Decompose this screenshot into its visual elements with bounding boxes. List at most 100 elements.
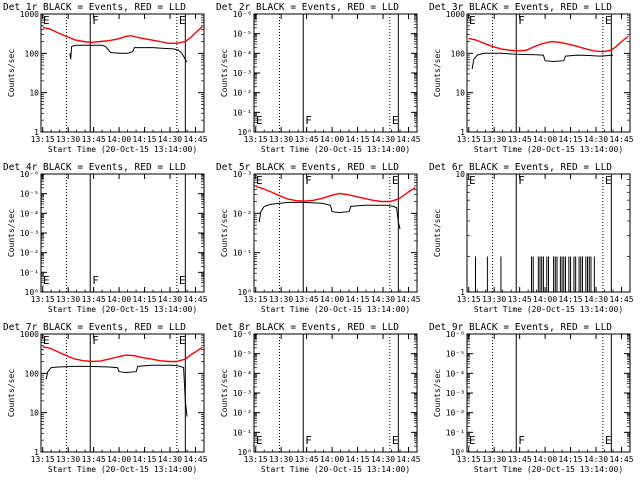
x-tick-label: 14:30 bbox=[158, 295, 182, 304]
chart-panel-3: Det 3r BLACK = Events, RED = LLD 13:15 13:… bbox=[429, 2, 634, 154]
x-tick-label: 14:00 bbox=[320, 135, 344, 144]
x-tick-label: 13:15 bbox=[457, 135, 481, 144]
x-tick-label: 13:45 bbox=[295, 135, 319, 144]
x-tick-label: 14:00 bbox=[533, 455, 557, 464]
marker-label-e: E bbox=[256, 114, 263, 127]
y-tick-label: 10⁰ bbox=[238, 128, 252, 137]
x-tick-label: 14:00 bbox=[320, 455, 344, 464]
chart-title: Det 2r BLACK = Events, RED = LLD bbox=[216, 2, 399, 13]
chart-panel-4: Det 4r BLACK = Events, RED = LLD 13:15 13:… bbox=[3, 162, 208, 314]
x-tick-label: 14:45 bbox=[609, 135, 633, 144]
chart-panel-1: Det 1r BLACK = Events, RED = LLD 13:15 13:… bbox=[3, 2, 208, 154]
y-tick-label: 10⁻⁴ bbox=[20, 209, 39, 218]
marker-label-f: F bbox=[518, 14, 525, 27]
x-tick-label: 14:30 bbox=[584, 295, 608, 304]
x-tick-label: 14:15 bbox=[559, 135, 583, 144]
y-tick-label: 10 bbox=[29, 89, 39, 98]
y-tick-label: 10⁻¹ bbox=[233, 428, 252, 437]
x-tick-label: 14:30 bbox=[371, 295, 395, 304]
x-tick-label: 14:00 bbox=[107, 295, 131, 304]
marker-label-f: F bbox=[92, 14, 99, 27]
lld-series-line bbox=[42, 346, 203, 363]
y-axis-label: Counts/sec bbox=[220, 369, 229, 417]
y-tick-label: 10⁻⁶ bbox=[233, 330, 252, 339]
y-tick-label: 10⁻¹ bbox=[446, 428, 465, 437]
marker-label-e: E bbox=[179, 274, 186, 287]
y-axis-label: Counts/sec bbox=[433, 49, 442, 97]
x-tick-label: 13:45 bbox=[295, 295, 319, 304]
x-tick-label: 14:30 bbox=[158, 135, 182, 144]
y-tick-label: 10 bbox=[455, 170, 465, 179]
chart-title: Det 7r BLACK = Events, RED = LLD bbox=[3, 322, 186, 333]
x-tick-label: 13:45 bbox=[82, 455, 106, 464]
marker-label-f: F bbox=[305, 174, 312, 187]
lld-series-line bbox=[42, 25, 203, 44]
x-tick-label: 14:45 bbox=[183, 295, 207, 304]
events-series-line bbox=[258, 201, 401, 230]
x-tick-label: 14:15 bbox=[133, 135, 157, 144]
events-series-line bbox=[69, 44, 188, 63]
marker-label-e: E bbox=[43, 274, 50, 287]
y-tick-label: 10⁻¹ bbox=[233, 249, 252, 258]
y-tick-label: 10⁻³ bbox=[233, 170, 252, 179]
x-tick-label: 13:45 bbox=[82, 295, 106, 304]
plot-frame bbox=[466, 13, 631, 133]
x-tick-label: 13:15 bbox=[31, 295, 55, 304]
marker-label-e: E bbox=[605, 434, 612, 447]
x-tick-label: 14:00 bbox=[107, 455, 131, 464]
x-tick-label: 14:15 bbox=[346, 455, 370, 464]
plot-frame bbox=[40, 13, 205, 133]
x-tick-label: 13:30 bbox=[56, 135, 80, 144]
y-tick-label: 10⁻⁵ bbox=[233, 30, 252, 39]
y-tick-label: 10⁻¹ bbox=[20, 268, 39, 277]
x-tick-label: 14:45 bbox=[396, 295, 420, 304]
y-tick-label: 10⁰ bbox=[25, 288, 39, 297]
x-axis-label: Start Time (20-Oct-15 13:14:00) bbox=[48, 145, 197, 154]
chart-title: Det 8r BLACK = Events, RED = LLD bbox=[216, 322, 399, 333]
chart-title: Det 3r BLACK = Events, RED = LLD bbox=[429, 2, 612, 13]
marker-label-e: E bbox=[179, 334, 186, 347]
y-tick-label: 10⁰ bbox=[238, 288, 252, 297]
chart-title: Det 4r BLACK = Events, RED = LLD bbox=[3, 162, 186, 173]
x-tick-label: 14:15 bbox=[559, 455, 583, 464]
lld-series-line bbox=[468, 35, 629, 53]
x-tick-label: 13:15 bbox=[457, 295, 481, 304]
plot-frame bbox=[253, 173, 418, 293]
x-tick-label: 14:45 bbox=[183, 455, 207, 464]
y-tick-label: 100 bbox=[25, 369, 40, 378]
x-axis-label: Start Time (20-Oct-15 13:14:00) bbox=[261, 465, 410, 474]
marker-label-e: E bbox=[469, 434, 476, 447]
y-tick-label: 10⁻⁵ bbox=[233, 350, 252, 359]
marker-label-e: E bbox=[392, 174, 399, 187]
y-tick-label: 10⁻² bbox=[233, 89, 252, 98]
marker-label-f: F bbox=[518, 174, 525, 187]
chart-title: Det 1r BLACK = Events, RED = LLD bbox=[3, 2, 186, 13]
y-tick-label: 100 bbox=[451, 49, 466, 58]
x-tick-label: 13:30 bbox=[269, 295, 293, 304]
y-tick-label: 100 bbox=[25, 49, 40, 58]
x-tick-label: 13:15 bbox=[31, 135, 55, 144]
y-tick-label: 10⁻⁵ bbox=[20, 190, 39, 199]
y-axis-label: Counts/sec bbox=[7, 369, 16, 417]
x-tick-label: 14:45 bbox=[396, 455, 420, 464]
x-tick-label: 13:30 bbox=[56, 455, 80, 464]
y-tick-label: 10⁻² bbox=[20, 249, 39, 258]
events-series-line bbox=[471, 52, 614, 70]
x-tick-label: 14:00 bbox=[107, 135, 131, 144]
y-axis-label: Counts/sec bbox=[433, 209, 442, 257]
x-tick-label: 13:30 bbox=[482, 135, 506, 144]
x-tick-label: 14:45 bbox=[609, 295, 633, 304]
y-tick-label: 10⁻⁶ bbox=[233, 10, 252, 19]
chart-panel-2: Det 2r BLACK = Events, RED = LLD 13:15 13:… bbox=[216, 2, 421, 154]
x-tick-label: 13:15 bbox=[244, 135, 268, 144]
y-tick-label: 1 bbox=[460, 288, 465, 297]
y-tick-label: 10⁻³ bbox=[20, 229, 39, 238]
x-tick-label: 13:15 bbox=[31, 455, 55, 464]
marker-label-f: F bbox=[92, 334, 99, 347]
y-tick-label: 1 bbox=[460, 128, 465, 137]
y-tick-label: 10⁻⁴ bbox=[446, 369, 465, 378]
y-tick-label: 10⁻³ bbox=[233, 69, 252, 78]
